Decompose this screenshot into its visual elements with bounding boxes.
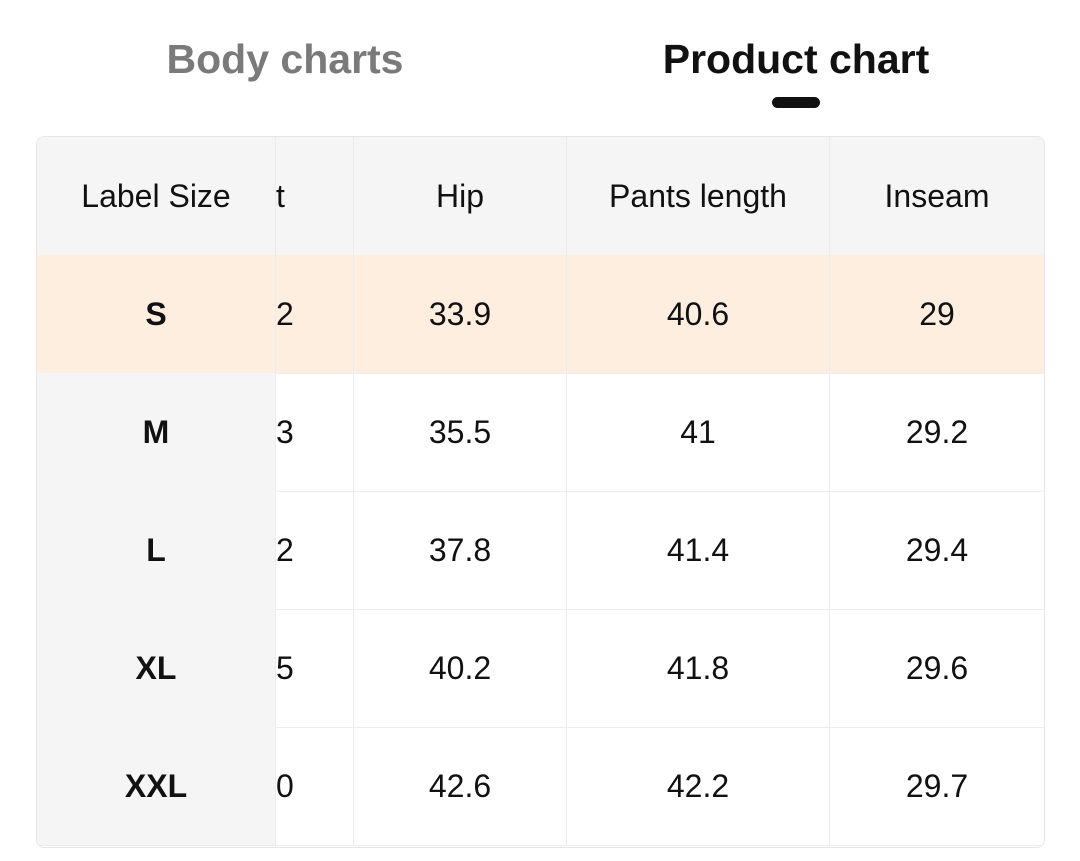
cell-hip: 35.5 xyxy=(354,373,567,491)
cell-size: XXL xyxy=(37,727,276,845)
cell-pants-length: 41.8 xyxy=(567,609,830,727)
header-hip: Hip xyxy=(354,137,567,255)
cell-hip: 42.6 xyxy=(354,727,567,845)
cell-inseam: 29.4 xyxy=(905,531,969,568)
cell-hip: 33.9 xyxy=(354,255,567,373)
table-row[interactable]: L 2 37.8 41.4 29.4 xyxy=(37,491,1044,610)
tab-body-charts[interactable]: Body charts xyxy=(166,36,404,82)
cell-size: XL xyxy=(37,609,276,727)
cell-inseam: 29.6 xyxy=(905,649,969,686)
table-row[interactable]: XL 5 40.2 41.8 29.6 xyxy=(37,609,1044,728)
table-header-row: Label Size t Hip Pants length Inseam xyxy=(37,137,1044,256)
cell-waist-partial: 2 xyxy=(276,255,354,373)
cell-pants-length: 41.4 xyxy=(567,491,830,609)
header-pants-length: Pants length xyxy=(567,137,830,255)
cell-pants-length: 42.2 xyxy=(567,727,830,845)
cell-waist-partial: 5 xyxy=(276,609,354,727)
active-tab-indicator xyxy=(772,97,820,108)
cell-size: M xyxy=(37,373,276,491)
cell-inseam: 29.7 xyxy=(905,767,969,804)
cell-waist-partial: 2 xyxy=(276,491,354,609)
cell-pants-length: 40.6 xyxy=(567,255,830,373)
table-row[interactable]: M 3 35.5 41 29.2 xyxy=(37,373,1044,492)
cell-size: L xyxy=(37,491,276,609)
header-inseam: Inseam xyxy=(884,177,990,214)
cell-size: S xyxy=(37,255,276,373)
cell-waist-partial: 3 xyxy=(276,373,354,491)
cell-pants-length: 41 xyxy=(567,373,830,491)
header-label-size: Label Size xyxy=(37,137,276,255)
header-waist-partial: t xyxy=(276,137,354,255)
cell-hip: 40.2 xyxy=(354,609,567,727)
table-row[interactable]: S 2 33.9 40.6 29 xyxy=(37,255,1044,374)
table-row[interactable]: XXL 0 42.6 42.2 29.7 xyxy=(37,727,1044,846)
cell-inseam: 29 xyxy=(919,295,955,332)
cell-waist-partial: 0 xyxy=(276,727,354,845)
cell-hip: 37.8 xyxy=(354,491,567,609)
cell-inseam: 29.2 xyxy=(905,413,969,450)
tab-product-chart[interactable]: Product chart xyxy=(662,36,930,82)
